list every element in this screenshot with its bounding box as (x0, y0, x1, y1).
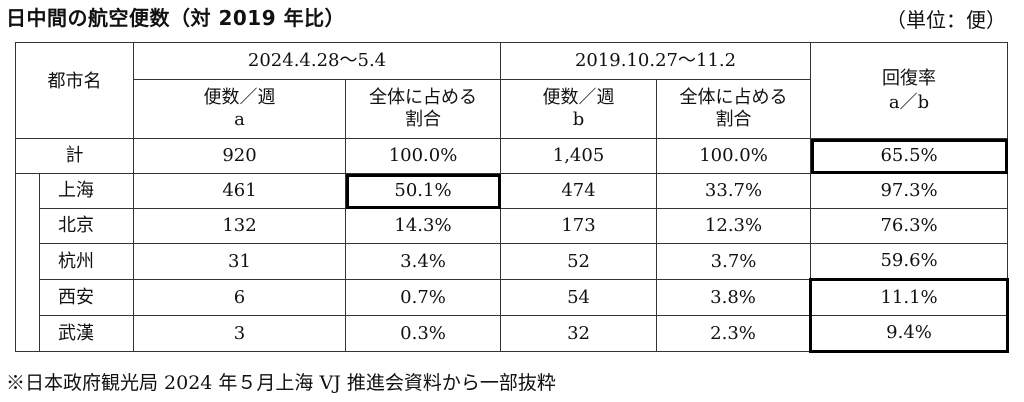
header-row-2: 便数／週 a 全体に占める 割合 便数／週 b 全体に占める 割合 (16, 79, 1008, 139)
table-row: 武漢 3 0.3% 32 2.3% 9.4% (15, 315, 1010, 353)
row-flights-a: 920 (133, 138, 346, 174)
row-flights-b: 474 (500, 173, 658, 209)
row-flights-a: 6 (133, 279, 346, 316)
row-flights-a: 132 (133, 208, 346, 244)
row-flights-a: 31 (133, 243, 346, 280)
row-recovery-rate: 76.3% (810, 208, 1009, 244)
row-flights-a: 461 (133, 173, 346, 209)
flights-table: 都市名 2024.4.28～5.4 2019.10.27～11.2 回復率 a／… (15, 42, 1010, 353)
table-title: 日中間の航空便数（対 2019 年比） (6, 6, 346, 30)
row-share-a: 3.4% (344, 243, 502, 280)
row-flights-b: 52 (500, 243, 658, 280)
period-2024-header: 2024.4.28～5.4 (132, 42, 502, 80)
row-city: 北京 (39, 208, 134, 244)
row-share-b: 3.8% (656, 279, 812, 316)
indent-cell (15, 243, 40, 280)
table-row-total: 計 920 100.0% 1,405 100.0% 65.5% (15, 138, 1009, 174)
recovery-rate-header: 回復率 a／b (810, 42, 1009, 139)
row-city: 計 (15, 138, 134, 174)
table-row: 上海 461 50.1% 474 33.7% 97.3% (15, 173, 1009, 209)
row-share-b: 3.7% (656, 243, 812, 280)
row-share-b: 33.7% (656, 173, 812, 209)
row-share-a: 50.1% (344, 173, 502, 209)
row-flights-b: 1,405 (500, 138, 658, 174)
row-share-b: 2.3% (656, 315, 812, 352)
indent-cell (15, 208, 40, 244)
flights-a-header: 便数／週 a (133, 79, 346, 139)
table-row: 北京 132 14.3% 173 12.3% 76.3% (15, 208, 1009, 244)
table-row: 西安 6 0.7% 54 3.8% 11.1% (15, 278, 1010, 316)
row-city: 上海 (39, 173, 134, 209)
indent-cell (15, 279, 40, 316)
share-b-header: 全体に占める 割合 (656, 79, 812, 139)
row-share-a: 0.7% (344, 279, 502, 316)
row-recovery-rate: 97.3% (810, 173, 1009, 209)
row-share-a: 14.3% (344, 208, 502, 244)
row-share-b: 12.3% (656, 208, 812, 244)
indent-cell (15, 173, 40, 209)
flights-b-header: 便数／週 b (500, 79, 658, 139)
row-recovery-rate: 59.6% (810, 243, 1009, 280)
source-note: ※日本政府観光局 2024 年５月上海 VJ 推進会資料から一部抜粋 (6, 372, 556, 394)
share-a-header: 全体に占める 割合 (344, 79, 502, 139)
row-city: 西安 (39, 279, 134, 316)
row-recovery-rate: 65.5% (810, 138, 1009, 174)
row-recovery-rate: 11.1% (809, 278, 1010, 316)
row-share-a: 0.3% (344, 315, 502, 352)
row-flights-b: 32 (500, 315, 658, 352)
table-row: 杭州 31 3.4% 52 3.7% 59.6% (15, 243, 1009, 280)
indent-cell (15, 315, 40, 352)
header-row-1: 都市名 2024.4.28～5.4 2019.10.27～11.2 回復率 a／… (15, 42, 1009, 139)
period-2019-header: 2019.10.27～11.2 (500, 42, 812, 80)
row-recovery-rate: 9.4% (809, 315, 1010, 353)
row-city: 杭州 (39, 243, 134, 280)
row-flights-a: 3 (133, 315, 346, 352)
row-flights-b: 54 (500, 279, 658, 316)
row-city: 武漢 (39, 315, 134, 352)
row-share-b: 100.0% (656, 138, 812, 174)
city-header: 都市名 (15, 42, 134, 139)
unit-label: （単位：便） (886, 8, 1006, 32)
row-share-a: 100.0% (344, 138, 502, 174)
row-flights-b: 173 (500, 208, 658, 244)
